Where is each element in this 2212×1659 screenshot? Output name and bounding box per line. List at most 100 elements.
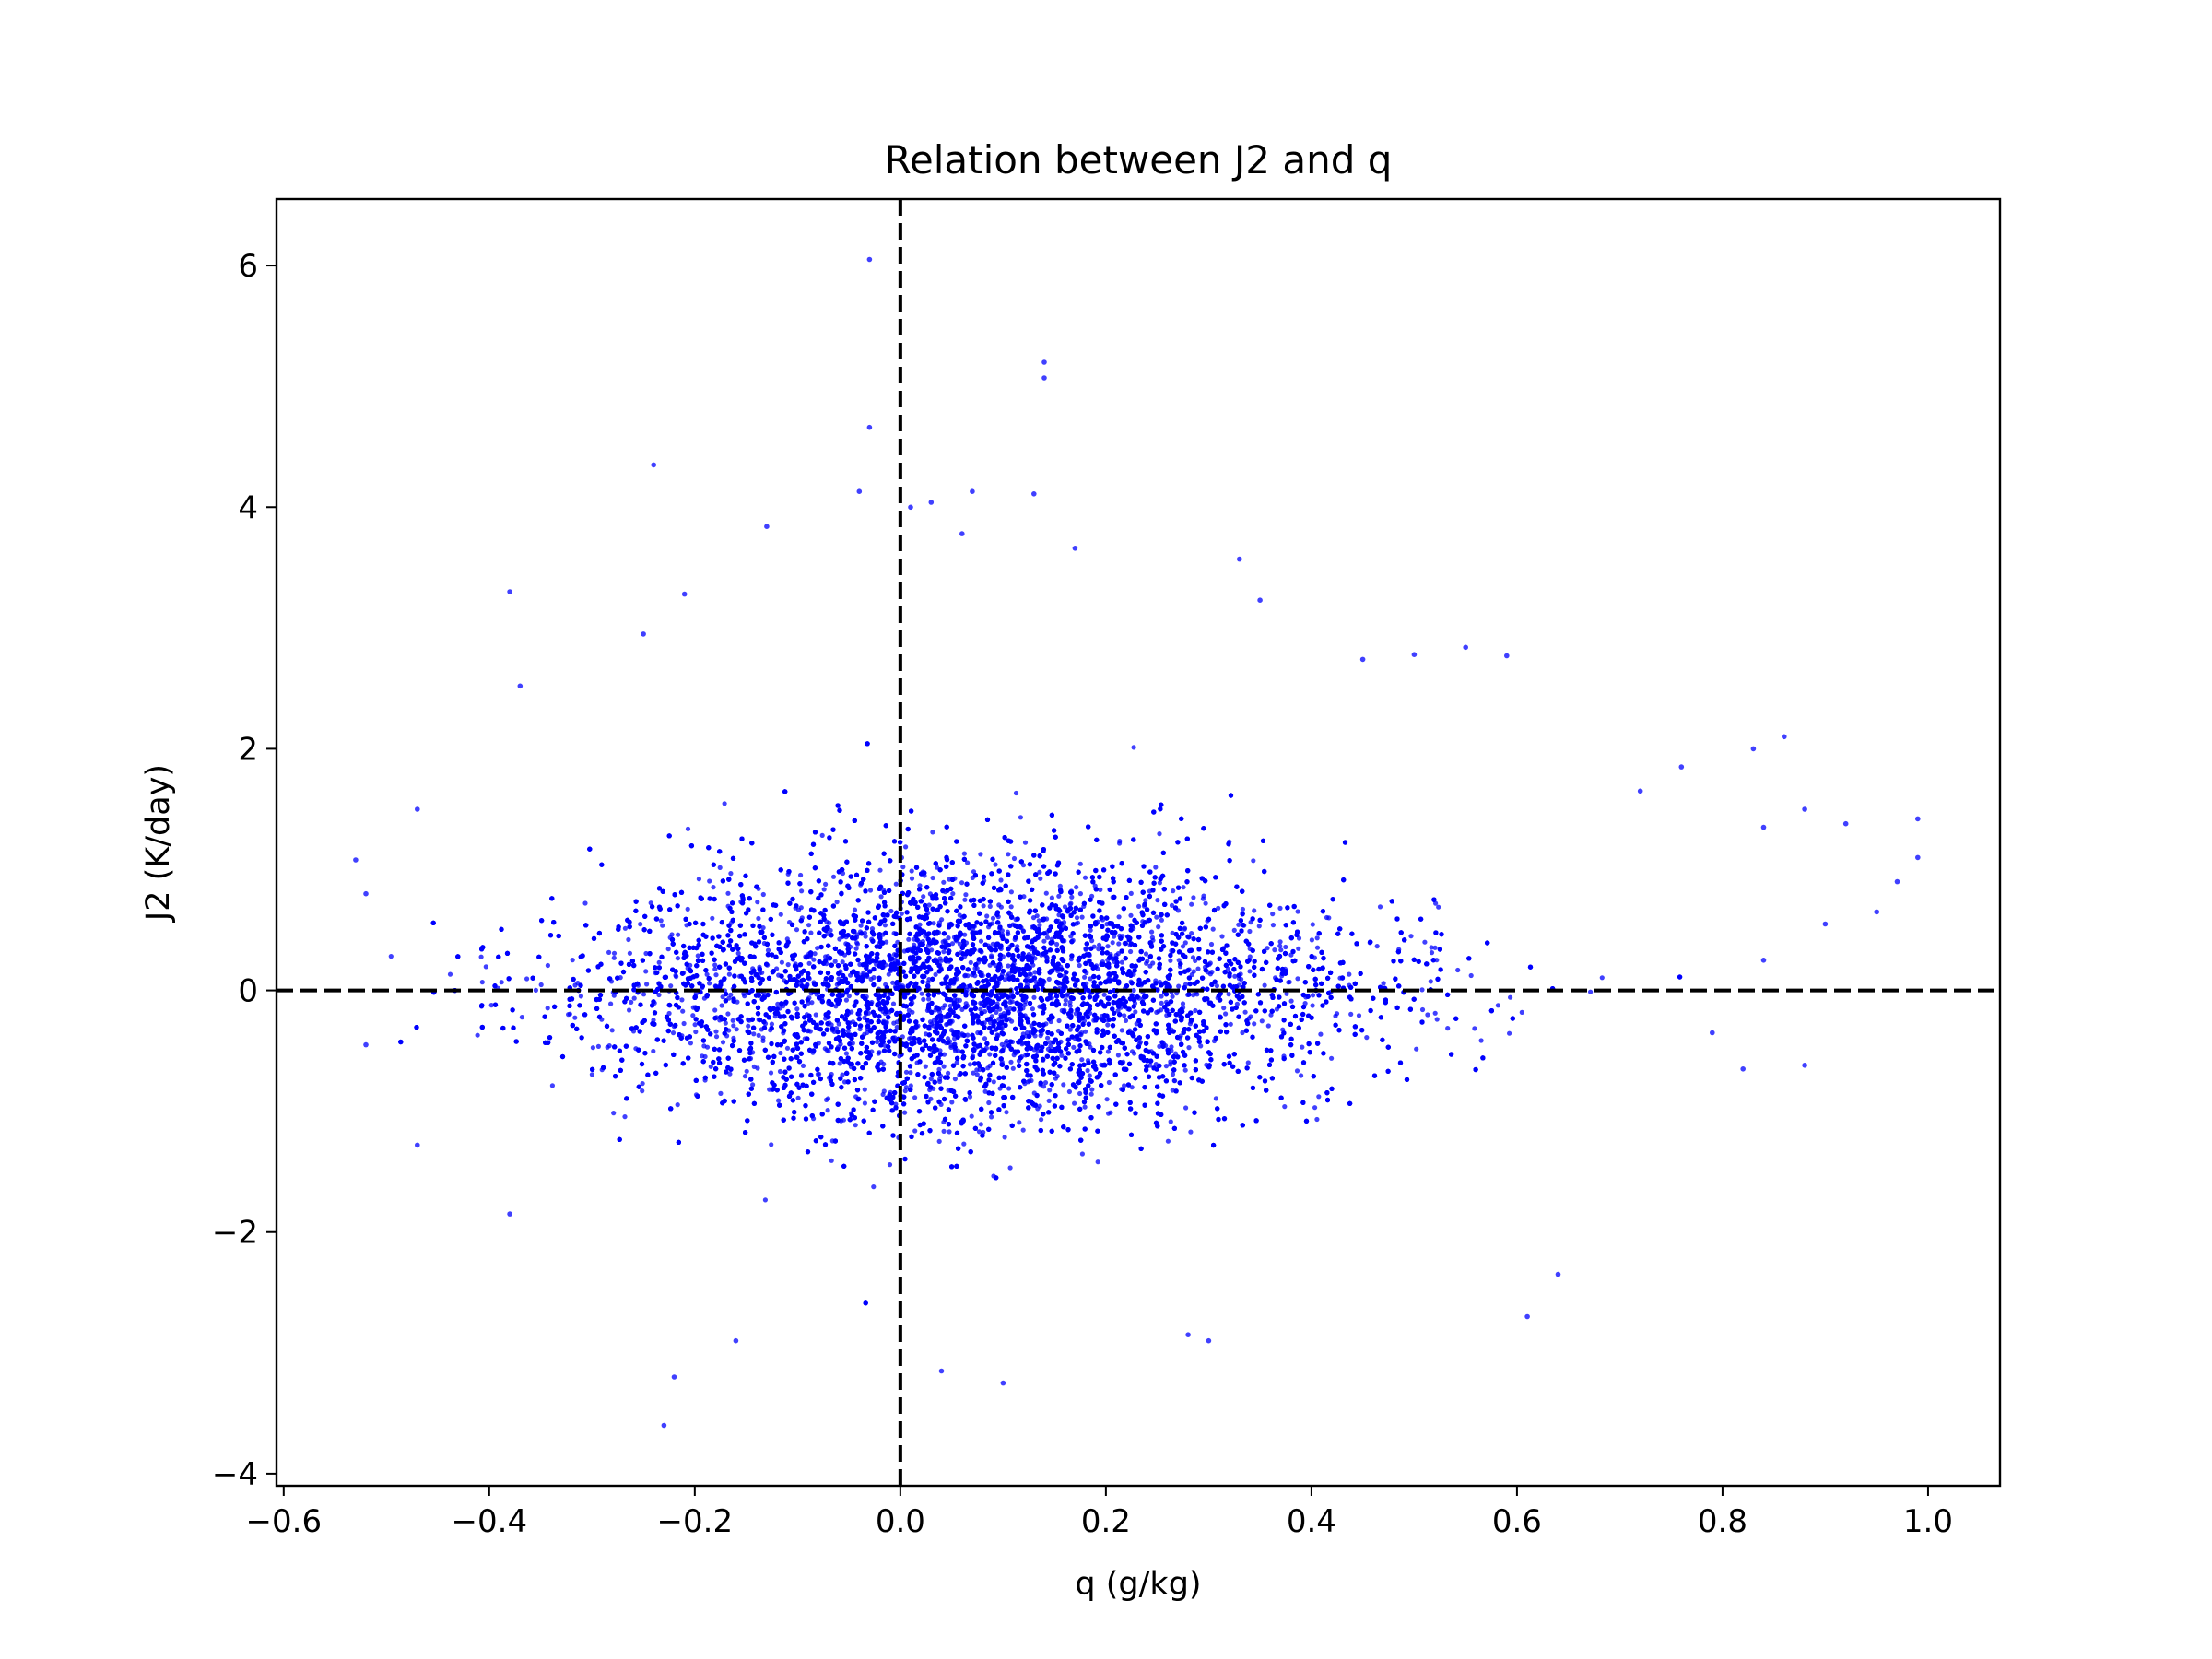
data-point (695, 953, 700, 959)
data-point (717, 865, 723, 871)
data-point (778, 912, 783, 917)
data-point (1004, 1110, 1009, 1115)
data-point (1381, 981, 1386, 986)
data-point (1191, 969, 1196, 974)
data-point (1277, 905, 1283, 912)
data-point (785, 962, 791, 968)
data-point (666, 1010, 672, 1017)
data-point (1231, 927, 1237, 934)
data-point (815, 946, 820, 951)
data-point (475, 1032, 480, 1038)
data-point (668, 983, 674, 989)
data-point (1039, 1117, 1044, 1123)
data-point (949, 1100, 955, 1105)
data-point (965, 1032, 971, 1038)
data-point (886, 971, 891, 977)
data-point (1159, 917, 1164, 923)
data-point (806, 960, 812, 966)
data-point (1004, 1038, 1009, 1044)
data-point (760, 891, 766, 898)
data-point (874, 1039, 880, 1045)
data-point (1414, 1046, 1419, 1052)
data-point (1083, 946, 1088, 951)
data-point (768, 1070, 774, 1076)
data-point (1312, 1105, 1318, 1111)
data-point (1131, 987, 1136, 994)
data-point (1136, 903, 1142, 910)
data-point (622, 1114, 628, 1120)
data-point (930, 875, 935, 881)
data-point (1105, 1049, 1111, 1054)
data-point (991, 1079, 996, 1085)
data-point (1419, 1006, 1426, 1013)
data-point (1034, 913, 1040, 919)
data-point (957, 912, 962, 918)
data-point (1089, 1087, 1095, 1092)
data-point (640, 1081, 645, 1087)
data-point (1088, 927, 1093, 933)
data-point (784, 1045, 791, 1051)
data-point (1067, 1027, 1073, 1032)
data-point (1096, 947, 1101, 952)
data-point (1002, 1135, 1007, 1140)
data-point (1284, 991, 1289, 996)
data-point (800, 1063, 806, 1068)
data-point (656, 959, 662, 965)
data-point (1049, 895, 1054, 900)
data-point (726, 971, 733, 977)
data-point (934, 865, 940, 870)
data-point (862, 1100, 868, 1106)
data-point (723, 1020, 728, 1026)
data-point (968, 959, 973, 965)
data-point (1056, 1018, 1062, 1024)
data-point (978, 1000, 983, 1006)
data-point (1131, 745, 1136, 750)
data-point (1115, 1053, 1121, 1058)
data-point (1041, 1084, 1047, 1089)
data-point (798, 1073, 805, 1078)
data-point (1002, 977, 1008, 982)
data-point (1038, 1033, 1043, 1039)
data-point (941, 1128, 947, 1134)
data-point (1270, 923, 1276, 928)
data-point (622, 925, 629, 931)
data-point (1294, 1068, 1300, 1074)
data-point (711, 885, 716, 890)
data-point (1429, 945, 1434, 950)
data-point (965, 860, 971, 865)
data-point (1018, 815, 1023, 820)
data-point (1314, 1116, 1320, 1123)
data-point (947, 1003, 953, 1008)
data-point (725, 890, 731, 896)
data-point (840, 1072, 845, 1077)
data-point (693, 1029, 699, 1035)
data-point (868, 976, 874, 982)
data-point (899, 911, 904, 916)
data-point (731, 1023, 736, 1029)
data-point (629, 999, 634, 1005)
data-point (640, 1088, 645, 1094)
data-point (1268, 1012, 1274, 1018)
data-point (998, 877, 1004, 883)
data-point (834, 900, 840, 905)
data-point (1156, 924, 1161, 930)
data-point (1037, 923, 1042, 928)
data-point (1097, 942, 1102, 947)
data-point (867, 888, 874, 893)
data-point (1088, 1091, 1094, 1097)
data-point (1356, 1013, 1362, 1018)
data-point (941, 949, 947, 955)
data-point (756, 915, 761, 922)
data-point (611, 1111, 617, 1116)
data-point (990, 915, 996, 922)
data-point (765, 947, 771, 953)
data-point (1245, 1060, 1251, 1065)
data-point (1008, 1059, 1014, 1065)
data-point (1128, 948, 1134, 955)
data-point (1116, 941, 1122, 947)
data-point (1085, 1067, 1090, 1074)
data-point (1147, 1063, 1153, 1068)
data-point (981, 903, 986, 909)
data-point (1216, 905, 1221, 912)
data-point (957, 941, 962, 947)
